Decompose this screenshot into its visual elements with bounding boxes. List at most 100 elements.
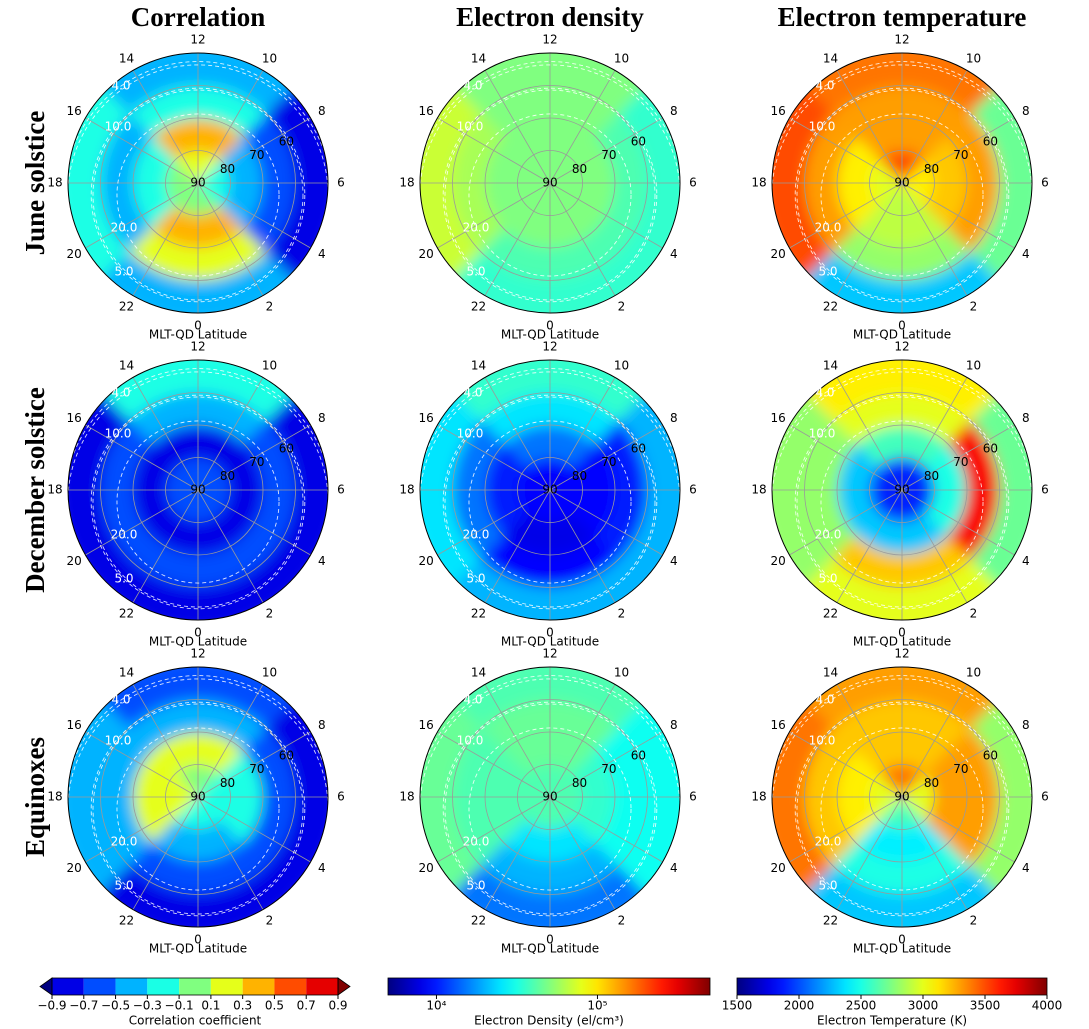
lat-label: 70 xyxy=(953,455,968,469)
mlt-label: 4 xyxy=(1022,861,1030,875)
lat-label: 90 xyxy=(894,790,909,804)
mlt-label: 18 xyxy=(47,483,62,497)
contour-label: 4.0 xyxy=(463,693,482,707)
lat-label: 60 xyxy=(279,748,294,762)
colorbar-label: Electron Temperature (K) xyxy=(817,1014,967,1028)
contour-label: 20.0 xyxy=(463,528,490,542)
mlt-label: 12 xyxy=(894,647,909,661)
mlt-label: 8 xyxy=(670,718,678,732)
mlt-label: 10 xyxy=(966,52,981,66)
colorbar-bin xyxy=(274,978,306,995)
lat-label: 90 xyxy=(542,790,557,804)
mlt-label: 18 xyxy=(399,176,414,190)
lat-label: 60 xyxy=(631,748,646,762)
lat-label: 80 xyxy=(220,162,235,176)
colorbar-tick-label: 1500 xyxy=(722,999,753,1013)
contour-label: 5.0 xyxy=(466,879,485,893)
mlt-label: 2 xyxy=(618,299,626,313)
mlt-label: 8 xyxy=(1022,411,1030,425)
contour-label: 5.0 xyxy=(818,879,837,893)
mlt-label: 14 xyxy=(119,52,134,66)
contour-label: 10.0 xyxy=(105,120,132,134)
mlt-label: 12 xyxy=(190,647,205,661)
mlt-label: 22 xyxy=(471,913,486,927)
mlt-label: 6 xyxy=(689,790,697,804)
lat-label: 60 xyxy=(983,441,998,455)
mlt-label: 6 xyxy=(689,483,697,497)
mlt-label: 2 xyxy=(970,299,978,313)
mlt-label: 18 xyxy=(751,483,766,497)
contour-label: 5.0 xyxy=(466,572,485,586)
mlt-label: 10 xyxy=(966,359,981,373)
mlt-label: 6 xyxy=(1041,790,1049,804)
lat-label: 70 xyxy=(601,148,616,162)
colorbar-bin xyxy=(243,978,275,995)
lat-label: 70 xyxy=(249,148,264,162)
mlt-label: 16 xyxy=(419,718,434,732)
mlt-label: 20 xyxy=(67,554,82,568)
contour-label: 4.0 xyxy=(463,79,482,93)
colorbar-tick-label: 2000 xyxy=(784,999,815,1013)
contour-label: 20.0 xyxy=(815,221,842,235)
lat-label: 60 xyxy=(631,441,646,455)
mlt-label: 6 xyxy=(337,790,345,804)
lat-label: 60 xyxy=(983,748,998,762)
mlt-label: 22 xyxy=(119,606,134,620)
lat-label: 80 xyxy=(924,162,939,176)
mlt-label: 8 xyxy=(670,411,678,425)
lat-label: 60 xyxy=(279,441,294,455)
contour-label: 20.0 xyxy=(463,221,490,235)
column-title: Electron temperature xyxy=(778,2,1027,32)
contour-label: 5.0 xyxy=(114,572,133,586)
contour-label: 10.0 xyxy=(105,427,132,441)
lat-label: 90 xyxy=(542,483,557,497)
mlt-label: 20 xyxy=(419,554,434,568)
mlt-label: 4 xyxy=(670,247,678,261)
colorbar-tick-label: 10⁴ xyxy=(426,999,446,1013)
column-title: Correlation xyxy=(131,2,265,32)
mlt-label: 4 xyxy=(1022,554,1030,568)
colorbar-bin xyxy=(52,978,84,995)
mlt-label: 14 xyxy=(823,666,838,680)
lat-label: 80 xyxy=(924,776,939,790)
colorbar-bin xyxy=(84,978,116,995)
colorbar-tick-label: 0.3 xyxy=(233,999,252,1013)
mlt-label: 22 xyxy=(119,299,134,313)
contour-label: 10.0 xyxy=(457,427,484,441)
mlt-label: 2 xyxy=(970,913,978,927)
x-axis-label: MLT-QD Latitude xyxy=(853,942,951,956)
colorbar-tick-label: 0.1 xyxy=(201,999,220,1013)
mlt-label: 8 xyxy=(670,104,678,118)
contour-label: 4.0 xyxy=(111,386,130,400)
mlt-label: 6 xyxy=(337,483,345,497)
row-title: December solstice xyxy=(20,387,50,593)
mlt-label: 22 xyxy=(471,299,486,313)
colorbar-bin xyxy=(306,978,338,995)
contour-label: 5.0 xyxy=(466,265,485,279)
mlt-label: 14 xyxy=(119,359,134,373)
colorbar-bin xyxy=(116,978,148,995)
contour-label: 5.0 xyxy=(114,265,133,279)
colorbar-tick-label: 2500 xyxy=(846,999,877,1013)
mlt-label: 12 xyxy=(542,33,557,47)
colorbar xyxy=(388,978,710,995)
mlt-label: 2 xyxy=(970,606,978,620)
contour-label: 5.0 xyxy=(818,572,837,586)
contour-label: 4.0 xyxy=(815,386,834,400)
mlt-label: 16 xyxy=(771,104,786,118)
mlt-label: 4 xyxy=(670,554,678,568)
mlt-label: 20 xyxy=(67,247,82,261)
mlt-label: 10 xyxy=(262,52,277,66)
colorbar-tick-label: −0.3 xyxy=(133,999,162,1013)
mlt-label: 12 xyxy=(190,33,205,47)
mlt-label: 2 xyxy=(618,606,626,620)
lat-label: 80 xyxy=(572,776,587,790)
mlt-label: 4 xyxy=(1022,247,1030,261)
lat-label: 90 xyxy=(542,176,557,190)
x-axis-label: MLT-QD Latitude xyxy=(501,942,599,956)
lat-label: 60 xyxy=(279,134,294,148)
mlt-label: 10 xyxy=(262,359,277,373)
lat-label: 70 xyxy=(953,762,968,776)
mlt-label: 22 xyxy=(823,913,838,927)
contour-label: 20.0 xyxy=(463,835,490,849)
